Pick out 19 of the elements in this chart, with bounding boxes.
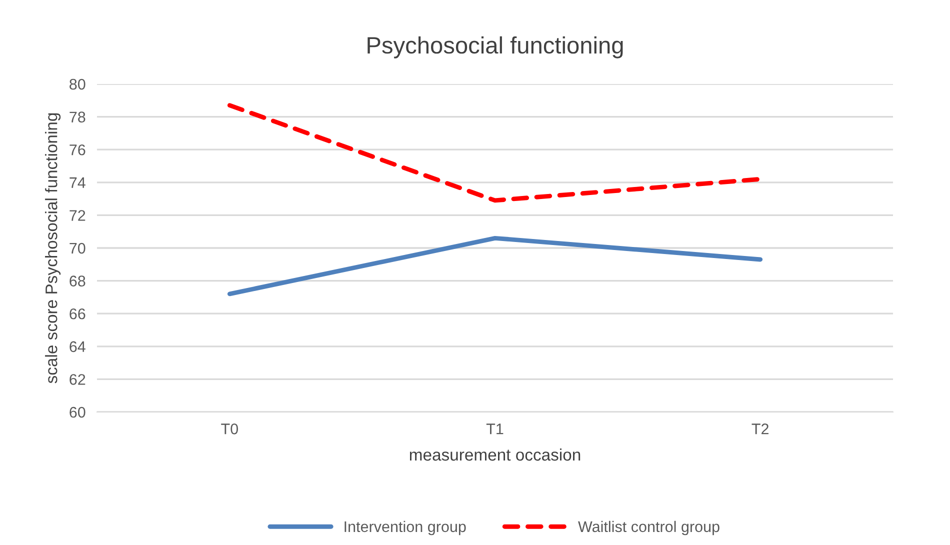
- chart-title: Psychosocial functioning: [368, 36, 623, 58]
- x-tick-label: T1: [486, 424, 504, 434]
- y-tick-label: 62: [70, 374, 86, 385]
- legend-label: Intervention group: [344, 520, 466, 536]
- y-tick-label: 70: [70, 242, 86, 254]
- legend-label: Waitlist control group: [578, 520, 720, 536]
- y-tick-label: 66: [70, 308, 86, 320]
- y-tick-label: 64: [70, 341, 86, 352]
- y-tick-label: 76: [70, 144, 86, 156]
- y-tick-label: 78: [70, 112, 86, 122]
- y-tick-label: 80: [70, 78, 86, 90]
- y-tick-label: 72: [70, 210, 86, 221]
- x-axis-title: measurement occasion: [410, 448, 580, 461]
- y-tick-label: 60: [70, 406, 86, 418]
- x-tick-label: T0: [221, 424, 238, 434]
- x-tick-label: T2: [752, 424, 768, 434]
- y-axis-title: scale score Psychosocial functioning: [45, 113, 61, 384]
- y-tick-label: 74: [70, 177, 86, 188]
- y-tick-label: 68: [70, 276, 86, 286]
